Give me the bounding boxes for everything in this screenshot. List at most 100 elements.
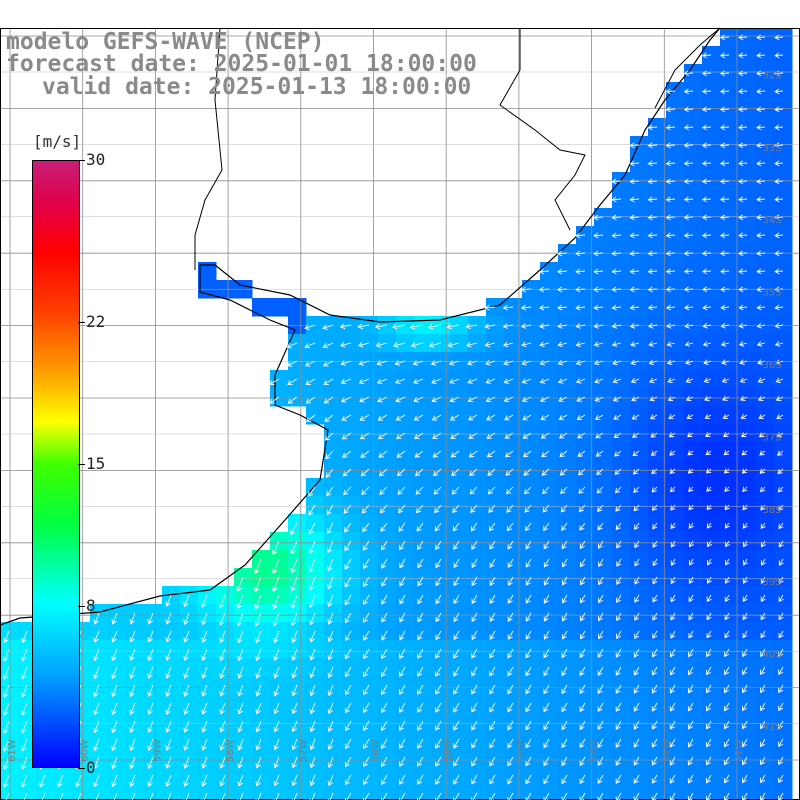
wind-arrow: [704, 413, 712, 419]
wind-arrow: [665, 250, 676, 257]
wind-speed-cell: [432, 334, 451, 353]
wind-speed-cell: [504, 784, 523, 800]
wind-arrow: [326, 522, 334, 535]
wind-arrow: [614, 468, 622, 475]
wind-arrow: [399, 576, 406, 587]
longitude-labels: 61W60W59W58W57W56W55W54W53W52W51W50W: [7, 739, 745, 762]
wind-arrow: [381, 612, 388, 623]
wind-speed-cell: [594, 784, 613, 800]
wind-speed-cell: [702, 172, 721, 191]
wind-arrow: [742, 720, 748, 730]
wind-arrow: [596, 486, 604, 494]
wind-speed-cell: [756, 334, 775, 353]
wind-arrow: [760, 720, 766, 730]
wind-arrow: [706, 594, 712, 603]
wind-speed-cell: [216, 784, 235, 800]
wind-arrow: [377, 414, 388, 421]
wind-arrow: [634, 522, 640, 530]
wind-arrow: [575, 341, 586, 348]
wind-arrow: [304, 324, 316, 330]
wind-arrow: [507, 630, 514, 640]
wind-arrow: [470, 504, 478, 514]
wind-arrow: [39, 774, 46, 788]
wind-arrow: [593, 232, 604, 239]
wind-arrow: [738, 250, 748, 257]
wind-arrow: [647, 124, 658, 131]
wind-arrow: [111, 612, 118, 625]
wind-arrow: [219, 702, 226, 715]
wind-speed-cell: [720, 136, 739, 155]
wind-arrow: [701, 142, 712, 149]
wind-arrow: [183, 774, 190, 787]
wind-arrow: [434, 504, 442, 514]
wind-arrow: [778, 648, 784, 658]
wind-arrow: [290, 522, 298, 536]
wind-speed-cell: [576, 370, 595, 389]
wind-arrow: [778, 792, 784, 800]
wind-speed-cell: [324, 334, 343, 353]
wind-arrow: [575, 304, 586, 311]
wind-arrow: [720, 304, 730, 311]
wind-speed-cell: [684, 82, 703, 101]
wind-speed-cell: [342, 388, 361, 407]
wind-speed-cell: [342, 784, 361, 800]
wind-arrow: [524, 504, 532, 513]
colorbar-unit-label: [m/s]: [33, 132, 82, 151]
wind-speed-cell: [702, 298, 721, 317]
wind-arrow: [2, 720, 10, 734]
wind-arrow: [722, 413, 730, 419]
wind-speed-cell: [414, 784, 433, 800]
wind-arrow: [724, 486, 730, 492]
wind-arrow: [466, 360, 478, 366]
wind-speed-cell: [720, 388, 739, 407]
wind-arrow: [705, 666, 712, 676]
wind-arrow: [506, 522, 514, 532]
wind-arrow: [665, 214, 676, 221]
wind-arrow: [489, 558, 496, 568]
wind-arrow: [759, 486, 766, 493]
wind-arrow: [742, 522, 748, 529]
wind-arrow: [111, 774, 118, 788]
wind-arrow: [705, 432, 712, 438]
wind-arrow: [236, 576, 244, 592]
wind-arrow: [631, 414, 640, 420]
wind-arrow: [669, 450, 676, 456]
wind-arrow: [540, 396, 550, 402]
wind-arrow: [647, 286, 658, 293]
colorbar-tick-label: 8: [86, 595, 96, 615]
wind-arrow: [611, 304, 622, 311]
wind-arrow: [487, 486, 496, 495]
wind-speed-cell: [648, 424, 667, 443]
wind-arrow: [539, 323, 550, 329]
wind-speed-cell: [666, 784, 685, 800]
wind-speed-cell: [594, 334, 613, 353]
wind-speed-cell: [396, 460, 415, 479]
wind-arrow: [540, 414, 550, 421]
wind-speed-cell: [702, 82, 721, 101]
wind-arrow: [3, 630, 10, 644]
wind-speed-cell: [540, 370, 559, 389]
wind-speed-cell: [360, 784, 379, 800]
wind-arrow: [669, 738, 676, 748]
wind-arrow: [561, 558, 568, 568]
wind-arrow: [327, 756, 334, 769]
wind-arrow: [613, 414, 622, 420]
wind-arrow: [291, 774, 298, 787]
wind-arrow: [778, 684, 784, 694]
wind-speed-cell: [324, 406, 343, 425]
wind-arrow: [502, 304, 514, 311]
wind-arrow: [760, 756, 766, 766]
wind-arrow: [417, 630, 424, 641]
wind-arrow: [684, 304, 694, 311]
wind-speed-cell: [558, 298, 577, 317]
wind-speed-cell: [666, 136, 685, 155]
wind-speed-cell: [396, 352, 415, 371]
longitude-label: 57W: [298, 739, 309, 762]
wind-speed-cell: [522, 334, 541, 353]
latitude-label: 37S: [762, 432, 781, 443]
wind-speed-cell: [684, 460, 703, 479]
wind-arrow: [237, 630, 244, 644]
wind-arrow: [291, 648, 298, 661]
wind-arrow: [543, 630, 550, 640]
wind-arrow: [505, 486, 514, 495]
